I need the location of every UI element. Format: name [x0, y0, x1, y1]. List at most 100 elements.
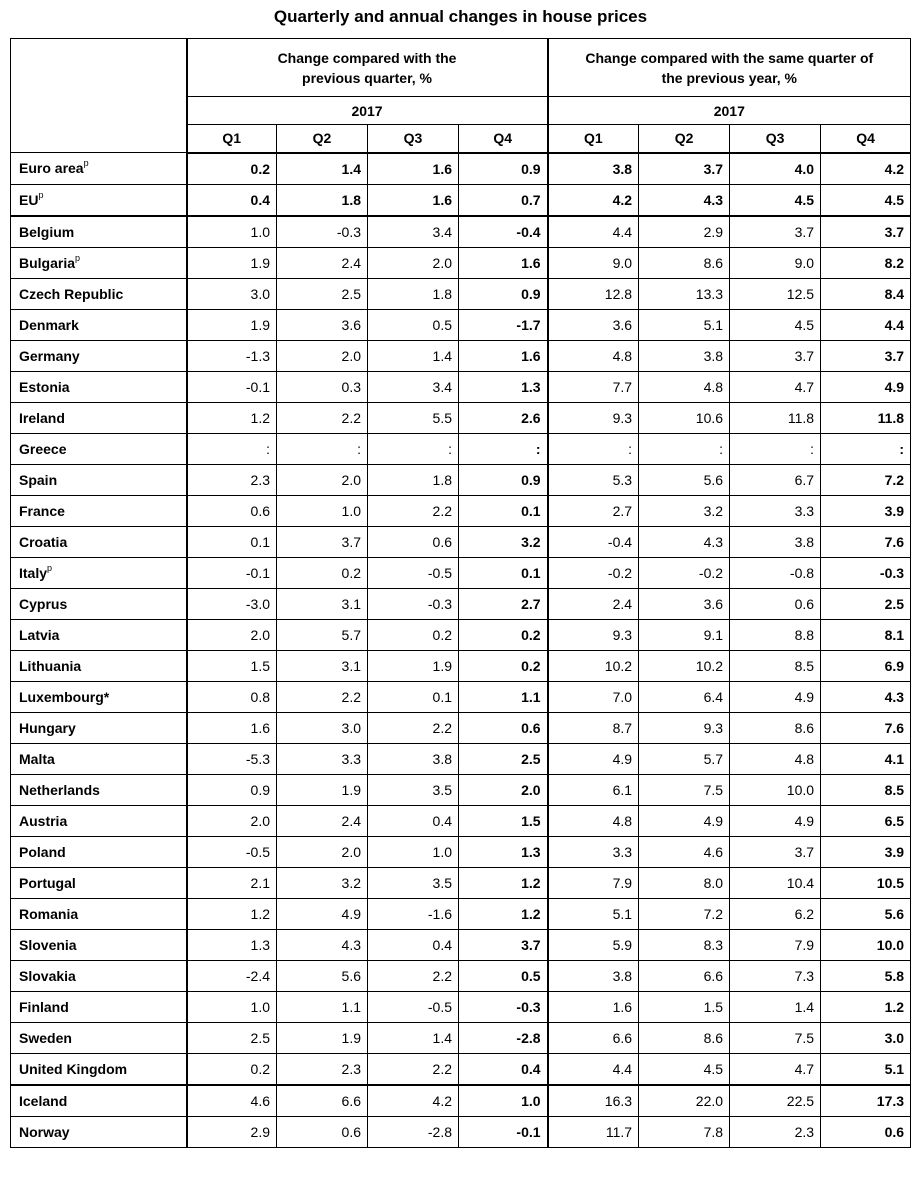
table-row: Luxembourg* 0.8 2.2 0.1 1.1 7.0 6.4 4.9 4.3	[10, 680, 912, 713]
yoy-value-cell: 4.9	[638, 804, 731, 837]
qoq-value-cell: :	[457, 432, 549, 465]
yoy-value-cell: 11.8	[729, 401, 822, 434]
qoq-value-cell: 1.4	[367, 339, 459, 372]
qoq-value-cell: 0.4	[186, 183, 277, 217]
table-row: Croatia 0.1 3.7 0.6 3.2 -0.4 4.3 3.8 7.6	[10, 525, 912, 558]
table-row: Poland -0.5 2.0 1.0 1.3 3.3 4.6 3.7 3.9	[10, 835, 912, 868]
table-row: Finland 1.0 1.1 -0.5 -0.3 1.6 1.5 1.4 1.2	[10, 990, 912, 1023]
yoy-value-cell: 4.8	[547, 804, 640, 837]
qoq-value-cell: 5.7	[276, 618, 368, 651]
qoq-value-cell: 1.4	[276, 152, 368, 185]
qoq-value-cell: 4.2	[367, 1084, 459, 1117]
yoy-value-cell: 3.7	[729, 339, 822, 372]
table-row: Spain 2.3 2.0 1.8 0.9 5.3 5.6 6.7 7.2	[10, 463, 912, 496]
row-label: Norway	[10, 1115, 188, 1148]
yoy-value-cell: 7.2	[820, 463, 912, 496]
qoq-value-cell: 0.6	[457, 711, 549, 744]
yoy-value-cell: 4.8	[729, 742, 822, 775]
yoy-value-cell: 3.8	[638, 339, 731, 372]
yoy-value-cell: 7.2	[638, 897, 731, 930]
yoy-value-cell: 3.6	[638, 587, 731, 620]
row-label: Czech Republic	[10, 277, 188, 310]
yoy-value-cell: -0.2	[638, 556, 731, 589]
yoy-value-cell: 4.9	[547, 742, 640, 775]
yoy-value-cell: 3.8	[547, 959, 640, 992]
yoy-value-cell: -0.3	[820, 556, 912, 589]
yoy-value-cell: 1.6	[547, 990, 640, 1023]
qoq-value-cell: -3.0	[186, 587, 277, 620]
qoq-value-cell: 0.2	[186, 1052, 277, 1086]
qoq-value-cell: 2.7	[457, 587, 549, 620]
qoq-value-cell: -2.8	[457, 1021, 549, 1054]
yoy-value-cell: -0.4	[547, 525, 640, 558]
qoq-value-cell: 3.4	[367, 215, 459, 248]
yoy-value-cell: 5.6	[820, 897, 912, 930]
yoy-value-cell: 13.3	[638, 277, 731, 310]
yoy-value-cell: 2.9	[638, 215, 731, 248]
yoy-value-cell: 9.3	[547, 618, 640, 651]
qoq-value-cell: -0.1	[186, 556, 277, 589]
yoy-value-cell: 8.6	[638, 246, 731, 279]
table-row: Iceland 4.6 6.6 4.2 1.0 16.3 22.0 22.5 17.3	[10, 1084, 912, 1117]
yoy-value-cell: 6.1	[547, 773, 640, 806]
qoq-value-cell: 2.4	[276, 246, 368, 279]
yoy-value-cell: 4.3	[820, 680, 912, 713]
yoy-value-cell: 4.0	[729, 152, 822, 185]
yoy-value-cell: 4.8	[547, 339, 640, 372]
yoy-value-cell: 4.9	[729, 804, 822, 837]
yoy-value-cell: :	[547, 432, 640, 465]
yoy-value-cell: 6.4	[638, 680, 731, 713]
country-name: Spain	[19, 471, 58, 488]
qoq-value-cell: 0.7	[457, 183, 549, 217]
yoy-value-cell: 10.2	[638, 649, 731, 682]
qoq-value-cell: 1.6	[457, 339, 549, 372]
qoq-value-cell: :	[186, 432, 277, 465]
yoy-value-cell: 4.9	[820, 370, 912, 403]
table-row: Euro areap 0.2 1.4 1.6 0.9 3.8 3.7 4.0 4.2	[10, 152, 912, 185]
qoq-value-cell: 1.2	[186, 401, 277, 434]
yoy-value-cell: 0.6	[820, 1115, 912, 1148]
table-row: Austria 2.0 2.4 0.4 1.5 4.8 4.9 4.9 6.5	[10, 804, 912, 837]
country-name: Iceland	[19, 1092, 68, 1109]
country-name: Slovakia	[19, 967, 76, 984]
table-row: Lithuania 1.5 3.1 1.9 0.2 10.2 10.2 8.5 6.9	[10, 649, 912, 682]
row-label: Iceland	[10, 1084, 188, 1117]
yoy-value-cell: 3.9	[820, 494, 912, 527]
table-row: Ireland 1.2 2.2 5.5 2.6 9.3 10.6 11.8 11.8	[10, 401, 912, 434]
qoq-value-cell: 2.4	[276, 804, 368, 837]
qoq-value-cell: -1.3	[186, 339, 277, 372]
row-label: Portugal	[10, 866, 188, 899]
table-row: Norway 2.9 0.6 -2.8 -0.1 11.7 7.8 2.3 0.6	[10, 1115, 912, 1148]
qoq-value-cell: 3.6	[276, 308, 368, 341]
country-name: Estonia	[19, 378, 70, 395]
row-label: Austria	[10, 804, 188, 837]
country-name: Lithuania	[19, 657, 82, 674]
yoy-value-cell: 7.8	[638, 1115, 731, 1148]
quarter-header: Q3	[367, 124, 459, 154]
yoy-value-cell: 16.3	[547, 1084, 640, 1117]
row-label: Greece	[10, 432, 188, 465]
qoq-value-cell: -0.3	[457, 990, 549, 1023]
country-name: Finland	[19, 998, 69, 1015]
country-name: Czech Republic	[19, 285, 124, 302]
yoy-value-cell: 9.0	[547, 246, 640, 279]
quarter-header: Q1	[547, 124, 640, 154]
yoy-value-cell: 12.8	[547, 277, 640, 310]
qoq-value-cell: 0.4	[367, 928, 459, 961]
qoq-value-cell: 0.2	[186, 152, 277, 185]
country-name: Malta	[19, 750, 55, 767]
qoq-value-cell: 3.7	[457, 928, 549, 961]
row-label: Finland	[10, 990, 188, 1023]
quarter-header: Q1	[186, 124, 277, 154]
row-label: Malta	[10, 742, 188, 775]
yoy-value-cell: 8.4	[820, 277, 912, 310]
yoy-value-cell: 1.2	[820, 990, 912, 1023]
qoq-value-cell: 1.9	[186, 308, 277, 341]
qoq-value-cell: 3.0	[186, 277, 277, 310]
row-label: Romania	[10, 897, 188, 930]
qoq-value-cell: 2.2	[367, 494, 459, 527]
qoq-value-cell: 2.2	[276, 401, 368, 434]
yoy-value-cell: 3.8	[547, 152, 640, 185]
qoq-value-cell: 4.3	[276, 928, 368, 961]
yoy-value-cell: 8.1	[820, 618, 912, 651]
